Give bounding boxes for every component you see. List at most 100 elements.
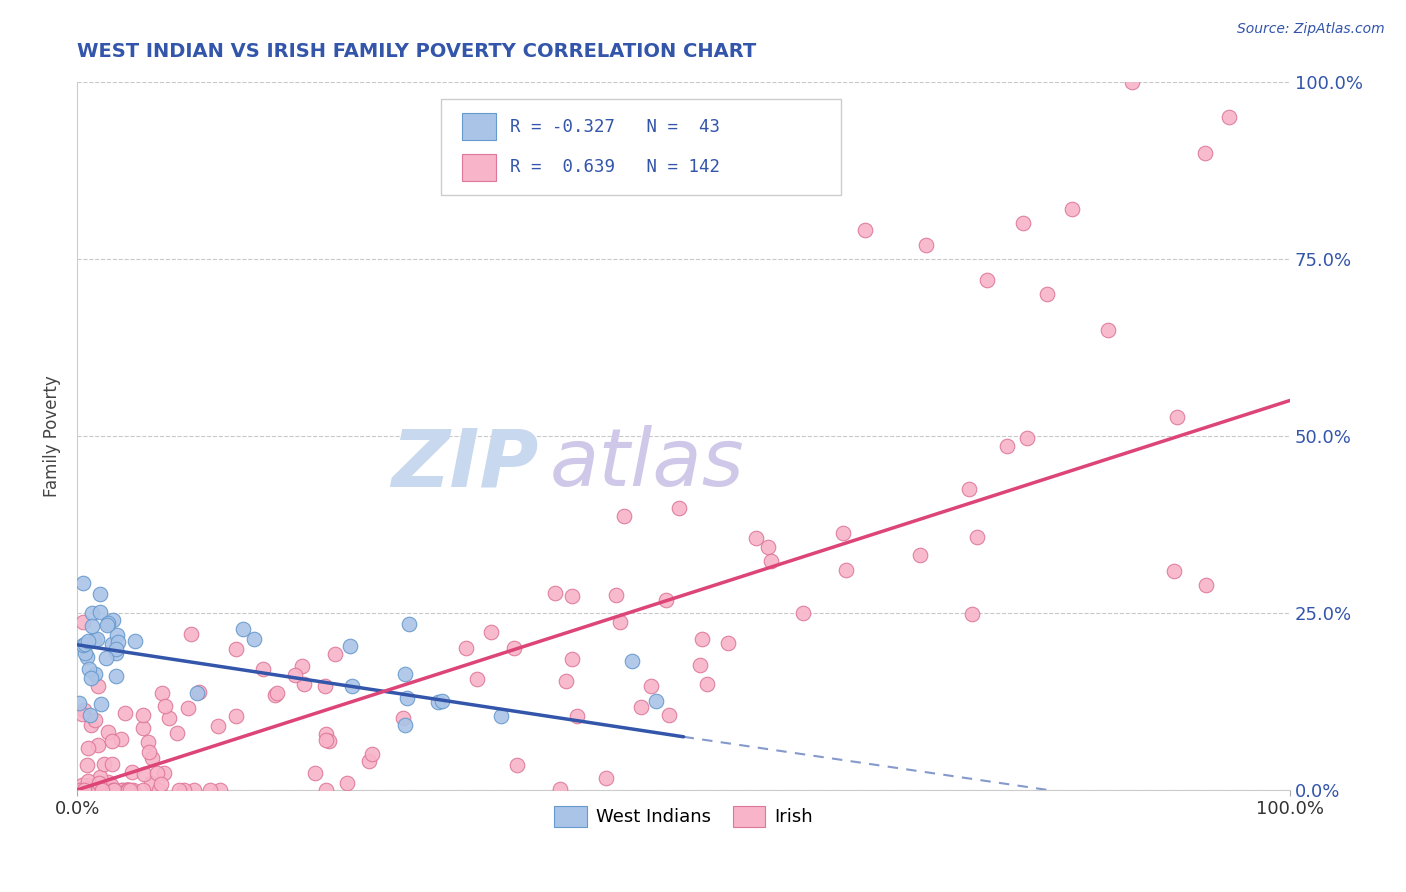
Point: [104, 646, 127, 660]
Point: [77, 779, 100, 793]
Point: [620, 654, 643, 668]
Point: [169, 783, 191, 797]
Point: [90, 783, 112, 797]
Point: [72, 707, 94, 722]
Point: [908, 549, 931, 563]
Point: [132, 766, 155, 780]
Point: [266, 685, 288, 699]
Point: [114, 706, 136, 720]
Point: [145, 765, 167, 780]
Point: [1166, 410, 1188, 425]
Point: [138, 735, 160, 749]
Point: [561, 589, 583, 603]
Point: [82, 619, 104, 633]
Point: [565, 708, 588, 723]
Y-axis label: Family Poverty: Family Poverty: [44, 375, 60, 497]
Point: [759, 553, 782, 567]
Point: [832, 525, 855, 540]
Point: [264, 688, 287, 702]
Point: [315, 733, 337, 747]
Point: [75, 783, 97, 797]
Point: [101, 734, 124, 748]
Point: [183, 783, 205, 797]
Point: [177, 701, 200, 715]
Point: [73, 703, 96, 717]
Point: [855, 223, 877, 237]
Point: [76, 741, 98, 756]
Point: [157, 711, 180, 725]
Point: [70, 778, 93, 792]
Point: [756, 540, 779, 554]
Point: [426, 695, 449, 709]
Point: [101, 757, 124, 772]
Point: [111, 783, 134, 797]
Point: [115, 783, 138, 797]
Point: [89, 587, 111, 601]
Point: [915, 237, 938, 252]
Point: [595, 771, 617, 785]
Point: [291, 659, 314, 673]
Point: [187, 685, 209, 699]
Point: [80, 671, 103, 685]
Point: [132, 721, 155, 735]
Point: [76, 633, 98, 648]
Point: [336, 776, 359, 790]
Point: [966, 530, 988, 544]
Point: [96, 617, 118, 632]
Point: [503, 640, 526, 655]
Point: [1012, 216, 1035, 230]
Point: [1163, 564, 1185, 578]
Point: [209, 783, 232, 797]
Point: [76, 650, 98, 665]
Point: [640, 679, 662, 693]
Point: [252, 662, 274, 676]
Point: [83, 632, 105, 647]
Text: WEST INDIAN VS IRISH FAMILY POVERTY CORRELATION CHART: WEST INDIAN VS IRISH FAMILY POVERTY CORR…: [77, 42, 756, 61]
Legend: West Indians, Irish: West Indians, Irish: [547, 798, 820, 834]
Point: [544, 585, 567, 599]
Point: [357, 754, 380, 768]
Point: [1097, 323, 1119, 337]
Point: [315, 783, 337, 797]
Text: R =  0.639   N = 142: R = 0.639 N = 142: [510, 159, 720, 177]
Point: [79, 707, 101, 722]
Point: [153, 766, 176, 780]
Point: [91, 783, 114, 797]
FancyBboxPatch shape: [461, 113, 495, 140]
Point: [1121, 75, 1143, 89]
Point: [117, 783, 139, 797]
Point: [1017, 431, 1039, 445]
Point: [73, 637, 96, 651]
Point: [315, 726, 337, 740]
Point: [284, 668, 307, 682]
Point: [630, 700, 652, 714]
Point: [72, 576, 94, 591]
Point: [339, 640, 361, 654]
Point: [668, 500, 690, 515]
Point: [84, 714, 107, 728]
Point: [689, 658, 711, 673]
Point: [394, 666, 416, 681]
Point: [72, 615, 94, 630]
Point: [613, 508, 636, 523]
Point: [396, 691, 419, 706]
Point: [76, 758, 98, 772]
Point: [398, 616, 420, 631]
Point: [124, 633, 146, 648]
Point: [105, 642, 128, 657]
Point: [744, 531, 766, 545]
Point: [97, 774, 120, 789]
Text: atlas: atlas: [550, 425, 745, 503]
Point: [93, 757, 115, 772]
Point: [118, 783, 141, 797]
Point: [304, 765, 326, 780]
Point: [77, 774, 100, 789]
Point: [117, 783, 139, 797]
Point: [645, 693, 668, 707]
Point: [69, 783, 91, 797]
Point: [153, 699, 176, 714]
Text: ZIP: ZIP: [391, 425, 538, 503]
Point: [67, 696, 90, 710]
Point: [66, 783, 89, 797]
Point: [83, 783, 105, 797]
